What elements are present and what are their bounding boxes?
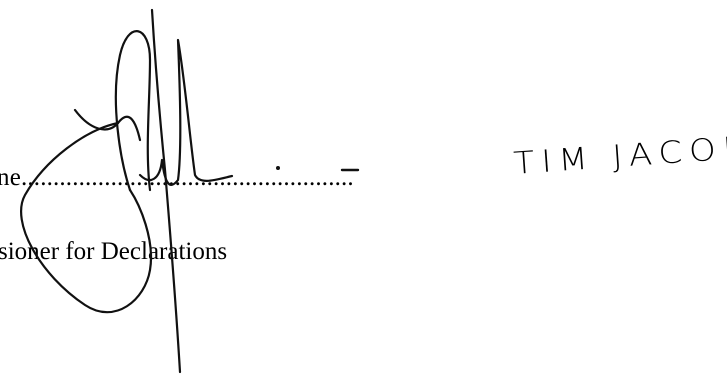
dotted-leader: ........................................… [21, 164, 354, 191]
name-field-line: ne......................................… [0, 163, 354, 193]
signature-loop-stroke [20, 121, 153, 314]
handwritten-printed-name: TIM JACOBSON [512, 122, 727, 182]
name-label: ne [0, 164, 21, 191]
role-label: sioner for Declarations [0, 238, 228, 265]
signature-cross-stroke [73, 108, 142, 142]
